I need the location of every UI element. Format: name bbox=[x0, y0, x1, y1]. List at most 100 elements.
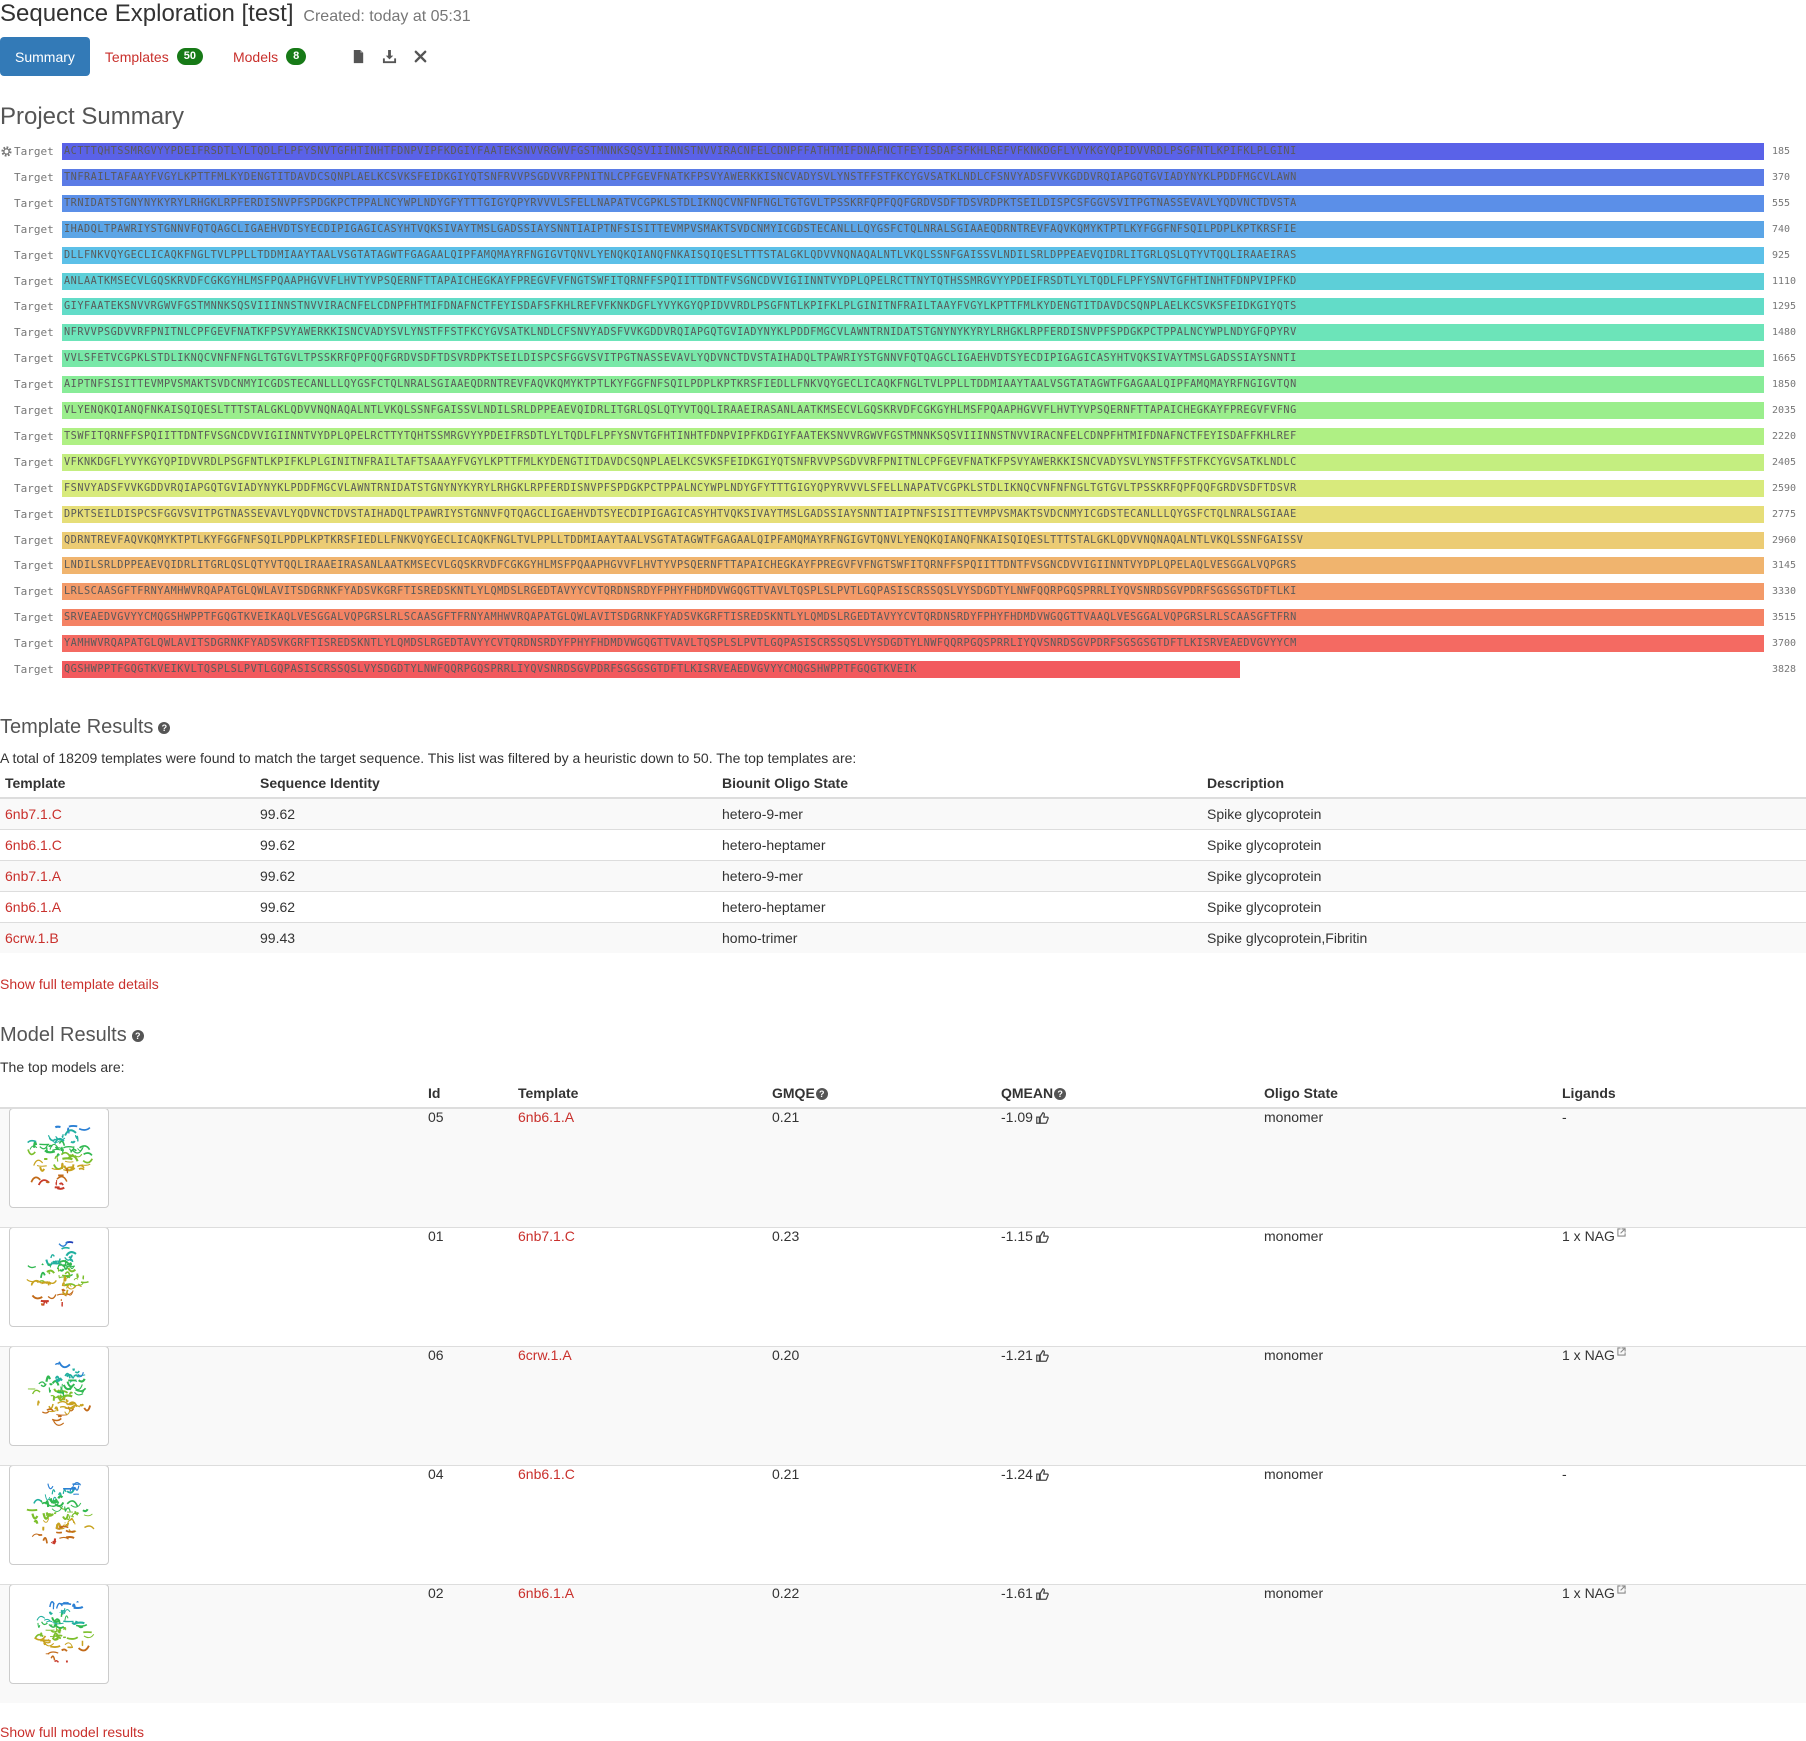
gmqe-header-label: GMQE bbox=[772, 1084, 815, 1101]
sequence-label: Target bbox=[14, 663, 54, 676]
sequence-segment: QDRNTREVFAQVKQMYKTPTLKYFGGFNFSQILPDPLKPT… bbox=[62, 531, 1764, 549]
sequence-label: Target bbox=[14, 429, 54, 443]
sequence-label: Target bbox=[14, 352, 54, 366]
help-icon[interactable]: ? bbox=[158, 721, 171, 734]
sequence-label: Target bbox=[14, 481, 54, 495]
column-header: Template bbox=[513, 1078, 767, 1109]
sequence-row: Target VLYENQKQIANQFNKAISQIQESLTTTSTALGKL… bbox=[0, 402, 1806, 419]
description-cell: Spike glycoprotein bbox=[1202, 890, 1806, 922]
template-cell: 6nb6.1.C bbox=[513, 1464, 767, 1584]
external-link-icon bbox=[1617, 1346, 1626, 1356]
model-thumbnail[interactable] bbox=[9, 1226, 109, 1327]
sequence-row: Target YAMHWVRQAPATGLQWLAVITSDGRNKFYADSVK… bbox=[0, 635, 1806, 653]
template-link[interactable]: 6nb7.1.A bbox=[5, 867, 62, 884]
description-cell: Spike glycoprotein bbox=[1202, 859, 1806, 891]
description-cell: Spike glycoprotein bbox=[1202, 828, 1806, 860]
templates-count-badge: 50 bbox=[176, 48, 203, 65]
sequence-identity-cell: 99.43 bbox=[255, 921, 717, 953]
show-model-results-link[interactable]: Show full model results bbox=[0, 1724, 144, 1740]
sequence-label: Target bbox=[14, 274, 54, 288]
ligands-cell: - bbox=[1557, 1107, 1806, 1227]
template-cell: 6nb7.1.C bbox=[0, 797, 255, 829]
oligo-state-cell: hetero-9-mer bbox=[717, 797, 1202, 829]
ligand-value[interactable]: 1 x NAG bbox=[1562, 1346, 1615, 1363]
model-thumbnail[interactable] bbox=[9, 1464, 109, 1565]
table-row: 06 6crw.1.A 0.20 -1.21 monomer 1 x NAG bbox=[0, 1345, 1806, 1465]
description-cell: Spike glycoprotein bbox=[1202, 797, 1806, 829]
ligand-value[interactable]: 1 x NAG bbox=[1562, 1227, 1615, 1244]
download-icon[interactable] bbox=[382, 49, 397, 64]
sequence-end-position: 1850 bbox=[1772, 379, 1797, 391]
tab-templates[interactable]: Templates 50 bbox=[90, 37, 218, 76]
close-icon[interactable] bbox=[413, 49, 428, 64]
template-link[interactable]: 6nb7.1.C bbox=[518, 1227, 575, 1244]
sequence-segment: ANLAATKMSECVLGQSKRVDFCGKGYHLMSFPQAAPHGVV… bbox=[62, 272, 1764, 290]
table-row: 6nb7.1.C 99.62 hetero-9-mer Spike glycoprot… bbox=[0, 797, 1806, 829]
models-count-badge: 8 bbox=[286, 48, 307, 65]
sequence-end-position: 3145 bbox=[1772, 560, 1797, 572]
help-icon[interactable]: ? bbox=[131, 1029, 144, 1042]
sequence-row: Target TNFRAILTAFAAYFVGYLKPTTFMLKYDENGTIT… bbox=[0, 168, 1806, 186]
sequence-identity-cell: 99.62 bbox=[255, 828, 717, 860]
oligo-state-cell: monomer bbox=[1259, 1345, 1557, 1465]
sequence-segment: LRLSCAASGFTFRNYAMHWVRQAPATGLQWLAVITSDGRN… bbox=[62, 583, 1764, 601]
template-table-header: Template Sequence Identity Biounit Oligo… bbox=[0, 769, 1806, 799]
qmean-cell: -1.61 bbox=[996, 1583, 1259, 1703]
oligo-state-cell: monomer bbox=[1259, 1464, 1557, 1584]
template-cell: 6nb7.1.A bbox=[0, 859, 255, 891]
show-template-details-link[interactable]: Show full template details bbox=[0, 976, 159, 992]
ligand-value[interactable]: 1 x NAG bbox=[1562, 1584, 1615, 1601]
oligo-state-cell: hetero-heptamer bbox=[717, 890, 1202, 922]
template-link[interactable]: 6nb6.1.A bbox=[518, 1584, 575, 1601]
template-results-title: Template Results bbox=[0, 716, 154, 738]
sequence-segment: ACTTTQHTSSMRGVYYPDEIFRSDTLYLTQDLFLPFYSNV… bbox=[62, 143, 1764, 160]
model-thumbnail[interactable] bbox=[9, 1345, 109, 1446]
sequence-label: Target bbox=[14, 455, 54, 469]
oligo-state-cell: monomer bbox=[1259, 1107, 1557, 1227]
tab-summary[interactable]: Summary bbox=[0, 37, 90, 76]
template-results-heading: Template Results? bbox=[0, 716, 171, 739]
ligand-value: - bbox=[1562, 1465, 1567, 1482]
template-link[interactable]: 6nb6.1.C bbox=[518, 1465, 575, 1482]
template-link[interactable]: 6nb6.1.A bbox=[518, 1109, 575, 1125]
qmean-value: -1.21 bbox=[1001, 1346, 1033, 1363]
sequence-segment: SRVEAEDVGVYYCMQGSHWPPTFGQGTKVEIKAQLVESGG… bbox=[62, 609, 1764, 627]
sequence-segment: TNFRAILTAFAAYFVGYLKPTTFMLKYDENGTITDAVDCS… bbox=[62, 168, 1764, 186]
sequence-label: Target bbox=[14, 585, 54, 599]
thumbs-up-icon bbox=[1036, 1349, 1049, 1362]
model-thumbnail[interactable] bbox=[9, 1108, 109, 1208]
template-cell: 6crw.1.B bbox=[0, 921, 255, 953]
sequence-row: Target AIPTNFSISITTEVMPVSMAKTSVDCNMYICGDS… bbox=[0, 376, 1806, 394]
sequence-identity-cell: 99.62 bbox=[255, 890, 717, 922]
table-row: 6crw.1.B 99.43 homo-trimer Spike glycoprote… bbox=[0, 921, 1806, 953]
template-link[interactable]: 6crw.1.B bbox=[5, 929, 59, 946]
column-header: Oligo State bbox=[1259, 1078, 1557, 1109]
model-thumbnail[interactable] bbox=[9, 1583, 109, 1684]
template-link[interactable]: 6nb6.1.C bbox=[5, 836, 62, 853]
sequence-segment: VFKNKDGFLYVYKGYQPIDVVRDLPSGFNTLKPIFKLPLG… bbox=[62, 453, 1764, 471]
sequence-row: Target LRLSCAASGFTFRNYAMHWVRQAPATGLQWLAVI… bbox=[0, 583, 1806, 601]
template-link[interactable]: 6crw.1.A bbox=[518, 1346, 572, 1363]
qmean-cell: -1.15 bbox=[996, 1226, 1259, 1346]
thumbnail-cell bbox=[0, 1345, 423, 1465]
sequence-row: Target FSNVYADSFVVKGDDVRQIAPGQTGVIADYNYKL… bbox=[0, 479, 1806, 497]
template-link[interactable]: 6nb7.1.C bbox=[5, 805, 62, 822]
qmean-value: -1.24 bbox=[1001, 1465, 1033, 1482]
sequence-segment: DLLFNKVQYGECLICAQKFNGLTVLPPLLTDDMIAAYTAA… bbox=[62, 246, 1764, 264]
sequence-label: Target bbox=[14, 248, 54, 262]
sequence-row: Target SRVEAEDVGVYYCMQGSHWPPTFGQGTKVEIKAQ… bbox=[0, 609, 1806, 627]
oligo-state-cell: homo-trimer bbox=[717, 921, 1202, 953]
help-icon[interactable]: ? bbox=[1054, 1087, 1067, 1100]
gmqe-cell: 0.23 bbox=[767, 1226, 996, 1346]
tab-models[interactable]: Models 8 bbox=[218, 37, 321, 76]
column-header: Sequence Identity bbox=[255, 769, 717, 799]
oligo-state-cell: hetero-9-mer bbox=[717, 859, 1202, 891]
help-icon[interactable]: ? bbox=[815, 1087, 828, 1100]
column-header bbox=[0, 1078, 423, 1109]
toolbar bbox=[351, 49, 428, 64]
table-row: 01 6nb7.1.C 0.23 -1.15 monomer 1 x NAG bbox=[0, 1226, 1806, 1346]
gear-icon[interactable] bbox=[0, 145, 13, 158]
template-link[interactable]: 6nb6.1.A bbox=[5, 898, 62, 915]
external-link-icon bbox=[1617, 1584, 1626, 1594]
file-icon[interactable] bbox=[351, 49, 366, 64]
